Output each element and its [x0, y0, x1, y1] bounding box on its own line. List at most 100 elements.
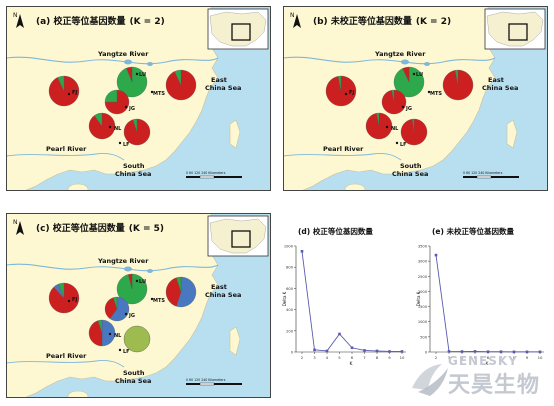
pearl-river-line	[5, 153, 125, 161]
pie-slice	[176, 276, 182, 293]
pearl-river-line	[5, 360, 125, 368]
pie-slice	[57, 75, 65, 92]
pie-slice	[176, 276, 197, 308]
site-dot	[108, 332, 112, 336]
data-point	[300, 250, 304, 253]
pie-lu	[116, 273, 148, 305]
north-arrow-icon: N	[13, 12, 24, 28]
pie-slice	[123, 325, 151, 353]
x-tick-label: 4	[461, 355, 464, 360]
site-label: LF	[123, 142, 130, 148]
pearl-river-label: Pearl River	[46, 352, 87, 360]
pie-slice	[104, 297, 118, 319]
lake	[124, 266, 132, 272]
scale-bar-label: 0 60 120 240 Kilometers	[186, 171, 226, 175]
pie-slice	[104, 89, 130, 115]
y-tick-label: 600	[286, 287, 294, 291]
site-label: NL	[114, 126, 122, 132]
pie-slice	[113, 296, 118, 310]
chart-title: (d) 校正等位基因数量	[298, 226, 373, 236]
pie-slice	[88, 320, 103, 347]
data-point	[313, 348, 316, 352]
site-dot	[124, 105, 128, 109]
site-label: LU	[139, 72, 146, 78]
site-label: JG	[405, 106, 412, 112]
inset-locator-map	[207, 215, 269, 257]
map-title: (c) 校正等位基因数量 (K = 5)	[36, 222, 164, 234]
series-line	[435, 255, 540, 353]
site-label: FJ	[349, 90, 354, 96]
map-title-cn: 校正等位基因数量	[53, 222, 125, 234]
pie-slice	[165, 277, 182, 307]
data-point	[350, 346, 354, 350]
pie-lu	[393, 66, 425, 98]
site-label: LF	[400, 142, 407, 148]
pie-slice	[128, 273, 133, 290]
x-tick-label: 6	[351, 355, 354, 360]
pie-mts	[165, 276, 197, 308]
y-tick-label: 0	[291, 351, 294, 355]
map-panel-a: N (a) 校正等位基因数量 (K = 2) Yangtze River Pearl R…	[5, 5, 271, 195]
site-label: JG	[128, 313, 135, 319]
map-title: (a) 校正等位基因数量 (K = 2)	[36, 15, 165, 27]
y-tick-label: 1000	[418, 320, 428, 324]
yangtze-river-line	[282, 56, 496, 65]
map-frame	[6, 6, 271, 191]
pie-slice	[174, 69, 182, 86]
site-dot	[344, 92, 348, 96]
scale-bar: 0 60 120 240 Kilometers	[186, 378, 242, 386]
pie-slice	[376, 112, 380, 127]
data-point	[460, 350, 464, 353]
map-title-cn: 未校正等位基因数量	[330, 15, 412, 27]
lake	[124, 59, 132, 65]
site-label: FJ	[72, 90, 77, 96]
site-dot	[412, 72, 416, 76]
x-tick-label: 10	[538, 355, 543, 360]
genesky-logo: GENESKY 天昊生物	[408, 348, 548, 402]
data-point	[538, 350, 542, 354]
taiwan-island	[229, 119, 241, 149]
scale-bar: 0 60 120 240 Kilometers	[463, 171, 519, 179]
pie-nl	[365, 112, 393, 140]
pie-slice	[402, 66, 410, 83]
south-china-sea-label-2: China Sea	[115, 377, 151, 385]
data-point	[447, 350, 451, 353]
x-tick-label: 9	[526, 355, 529, 360]
x-tick-label: 8	[376, 355, 379, 360]
site-label: NL	[114, 333, 122, 339]
y-tick-label: 800	[286, 266, 294, 270]
x-tick-label: 5	[474, 355, 477, 360]
inset-locator-map	[207, 8, 269, 50]
map-title-k: (K = 2)	[416, 17, 451, 27]
data-point	[525, 350, 529, 354]
y-tick-label: 2500	[418, 275, 428, 279]
site-dot	[150, 90, 154, 94]
site-dot	[395, 141, 399, 145]
pie-slice	[412, 118, 415, 133]
pie-slice	[58, 282, 65, 299]
lake	[401, 59, 409, 65]
map-b: N (b) 未校正等位基因数量 (K = 2) Yangtze River Pearl …	[282, 5, 548, 195]
delta-k-chart-uncorrected: (e) 未校正等位基因数量 0 500 1000 1500 2000 2500 3000 350…	[416, 226, 544, 367]
y-axis-label: Delta K	[282, 291, 287, 306]
site-label: MTS	[153, 298, 165, 304]
y-tick-label: 1000	[284, 245, 294, 249]
y-tick-label: 500	[420, 335, 428, 339]
x-tick-label: 3	[448, 355, 451, 360]
lake	[147, 269, 153, 273]
site-dot	[135, 72, 139, 76]
x-tick-label: 3	[313, 355, 316, 360]
east-china-sea-label-1: East	[211, 76, 227, 84]
map-frame	[6, 213, 271, 398]
pie-nl	[88, 319, 116, 347]
pie-jg	[104, 296, 130, 322]
pie-jg	[104, 89, 130, 115]
data-point	[375, 349, 379, 353]
map-title-cn: 校正等位基因数量	[53, 15, 125, 27]
data-point	[363, 349, 366, 352]
north-arrow-icon: N	[290, 12, 301, 28]
map-title-k: (K = 5)	[129, 224, 164, 234]
east-china-sea-label-2: China Sea	[482, 84, 518, 92]
x-tick-label: 8	[513, 355, 516, 360]
x-tick-label: 9	[388, 355, 391, 360]
